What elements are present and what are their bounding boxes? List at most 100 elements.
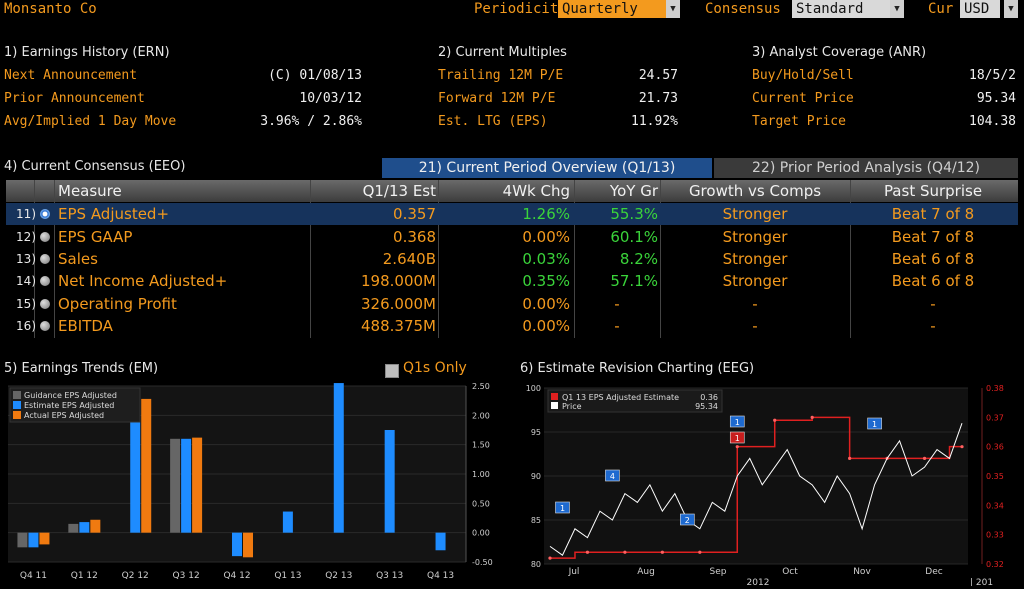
estimate-revision-title[interactable]: 6) Estimate Revision Charting (EEG) <box>520 361 755 376</box>
bar <box>282 511 293 533</box>
comps-value: - <box>752 317 758 335</box>
right-y-tick-label: 0.33 <box>986 531 1004 540</box>
est-value: 0.357 <box>393 205 436 223</box>
revision-marker <box>680 513 695 526</box>
surprise-value: Beat 7 of 8 <box>891 228 975 246</box>
column-header-4wk-chg[interactable]: 4Wk Chg <box>502 182 570 200</box>
surprise-value: Beat 6 of 8 <box>891 272 975 290</box>
column-divider <box>574 180 575 338</box>
column-header-measure[interactable]: Measure <box>58 182 122 200</box>
bar <box>68 523 79 533</box>
bar <box>170 438 181 533</box>
earnings-history-label: Avg/Implied 1 Day Move <box>4 114 177 129</box>
row-number: 12) <box>16 230 36 244</box>
table-row[interactable]: 14) Net Income Adjusted+ 198.000M 0.35% … <box>0 270 1024 292</box>
earnings-trends-chart[interactable]: 2.50 2.00 1.50 1.00 0.50 0.00 -0.50 Q4 11 Q1 12 Q… <box>4 382 510 586</box>
bar <box>130 409 141 533</box>
column-divider <box>310 180 311 338</box>
earnings-history-label: Prior Announcement <box>4 91 145 106</box>
x-tick-label: Nov <box>853 567 871 577</box>
table-row[interactable]: 11) EPS Adjusted+ 0.357 1.26% 55.3% Stro… <box>0 203 1024 225</box>
left-y-tick-label: 80 <box>531 560 541 569</box>
left-y-tick-label: 90 <box>531 472 541 481</box>
yoy-value: 55.3% <box>610 205 658 223</box>
revision-marker <box>867 417 882 430</box>
table-row[interactable]: 13) Sales 2.640B 0.03% 8.2% Stronger Bea… <box>0 248 1024 270</box>
bar <box>232 532 242 557</box>
periodicity-chevron-down-icon[interactable]: ▼ <box>666 0 680 18</box>
table-row[interactable]: 15) Operating Profit 326.000M 0.00% - - … <box>0 293 1024 315</box>
analyst-value: 18/5/2 <box>969 68 1016 83</box>
revision-marker-label: 1 <box>560 504 565 513</box>
analyst-coverage-title[interactable]: 3) Analyst Coverage (ANR) <box>752 45 927 60</box>
comps-value: - <box>752 295 758 313</box>
table-row[interactable]: 16) EBITDA 488.375M 0.00% - - - <box>0 315 1024 337</box>
column-header-est[interactable]: Q1/13 Est <box>362 182 436 200</box>
estimate-point <box>660 550 664 554</box>
revision-marker <box>729 431 745 444</box>
analyst-value: 104.38 <box>969 114 1016 129</box>
periodicity-select[interactable]: Quarterly <box>558 0 668 18</box>
earnings-history-title[interactable]: 1) Earnings History (ERN) <box>4 45 170 60</box>
bar <box>181 438 192 533</box>
radio-icon[interactable] <box>40 254 50 264</box>
chg-value: 1.26% <box>522 205 570 223</box>
estimate-point <box>922 456 927 460</box>
column-header-growth[interactable]: Growth vs Comps <box>688 182 822 200</box>
column-divider <box>850 180 851 338</box>
table-row[interactable]: 12) EPS GAAP 0.368 0.00% 60.1% Stronger … <box>0 226 1024 248</box>
estimate-point <box>698 550 702 554</box>
legend-swatch <box>551 402 558 409</box>
right-y-tick-label: 0.35 <box>986 472 1004 481</box>
price-line <box>549 423 963 556</box>
x-tick-label: Sep <box>710 567 727 577</box>
radio-icon[interactable] <box>40 299 50 309</box>
yoy-value: - <box>614 295 620 313</box>
surprise-value: - <box>930 317 936 335</box>
y-tick-label: 2.50 <box>472 382 490 391</box>
bar <box>243 532 253 558</box>
column-header-yoy[interactable]: YoY Gr <box>609 182 658 200</box>
y-tick-label: 2.00 <box>472 411 490 420</box>
legend-entry: Q1 13 EPS Adjusted Estimate <box>562 393 679 402</box>
estimate-point <box>960 445 964 449</box>
measure-name: Sales <box>58 250 98 268</box>
measure-name: EPS GAAP <box>58 228 133 246</box>
current-consensus-title[interactable]: 4) Current Consensus (EEO) <box>4 159 186 174</box>
row-number: 16) <box>16 319 36 333</box>
column-divider <box>438 180 439 338</box>
earnings-history-value: 10/03/12 <box>299 91 362 106</box>
estimate-line <box>550 416 962 559</box>
bar <box>192 437 203 533</box>
legend-entry: Estimate EPS Adjusted <box>24 401 114 410</box>
est-value: 0.368 <box>393 228 436 246</box>
tab-prior-period[interactable]: 22) Prior Period Analysis (Q4/12) <box>714 158 1018 178</box>
column-header-surprise[interactable]: Past Surprise <box>883 182 983 200</box>
radio-icon[interactable] <box>40 232 50 242</box>
table-row-selected-highlight[interactable] <box>6 203 1018 225</box>
radio-icon[interactable] <box>40 209 50 219</box>
consensus-select[interactable]: Standard <box>792 0 890 18</box>
analyst-label: Buy/Hold/Sell <box>752 68 854 83</box>
periodicity-label: Periodicity <box>474 1 567 17</box>
tab-current-period[interactable]: 21) Current Period Overview (Q1/13) <box>382 158 712 178</box>
earnings-trends-title[interactable]: 5) Earnings Trends (EM) <box>4 361 159 376</box>
analyst-value: 95.34 <box>976 91 1016 106</box>
currency-select[interactable]: USD <box>960 0 1000 18</box>
yoy-value: 8.2% <box>619 250 658 268</box>
x-tick-label: Jul <box>568 567 580 577</box>
multiples-label: Trailing 12M P/E <box>438 68 564 83</box>
q1s-only-checkbox[interactable] <box>385 364 399 378</box>
current-multiples-title[interactable]: 2) Current Multiples <box>438 45 567 60</box>
estimate-revision-chart[interactable]: 100 95 90 85 80 0.38 0.37 0.36 0.35 0.34 0.33 0.32 J… <box>520 382 1020 586</box>
comps-value: Stronger <box>722 228 788 246</box>
legend-swatch <box>13 411 21 419</box>
y-tick-label: 1.50 <box>472 441 490 450</box>
radio-icon[interactable] <box>40 321 50 331</box>
consensus-chevron-down-icon[interactable]: ▼ <box>890 0 904 18</box>
legend-value: 95.34 <box>695 402 718 411</box>
currency-chevron-down-icon[interactable]: ▼ <box>1004 0 1018 18</box>
legend-swatch <box>13 401 21 409</box>
bar <box>28 532 39 548</box>
radio-icon[interactable] <box>40 276 50 286</box>
